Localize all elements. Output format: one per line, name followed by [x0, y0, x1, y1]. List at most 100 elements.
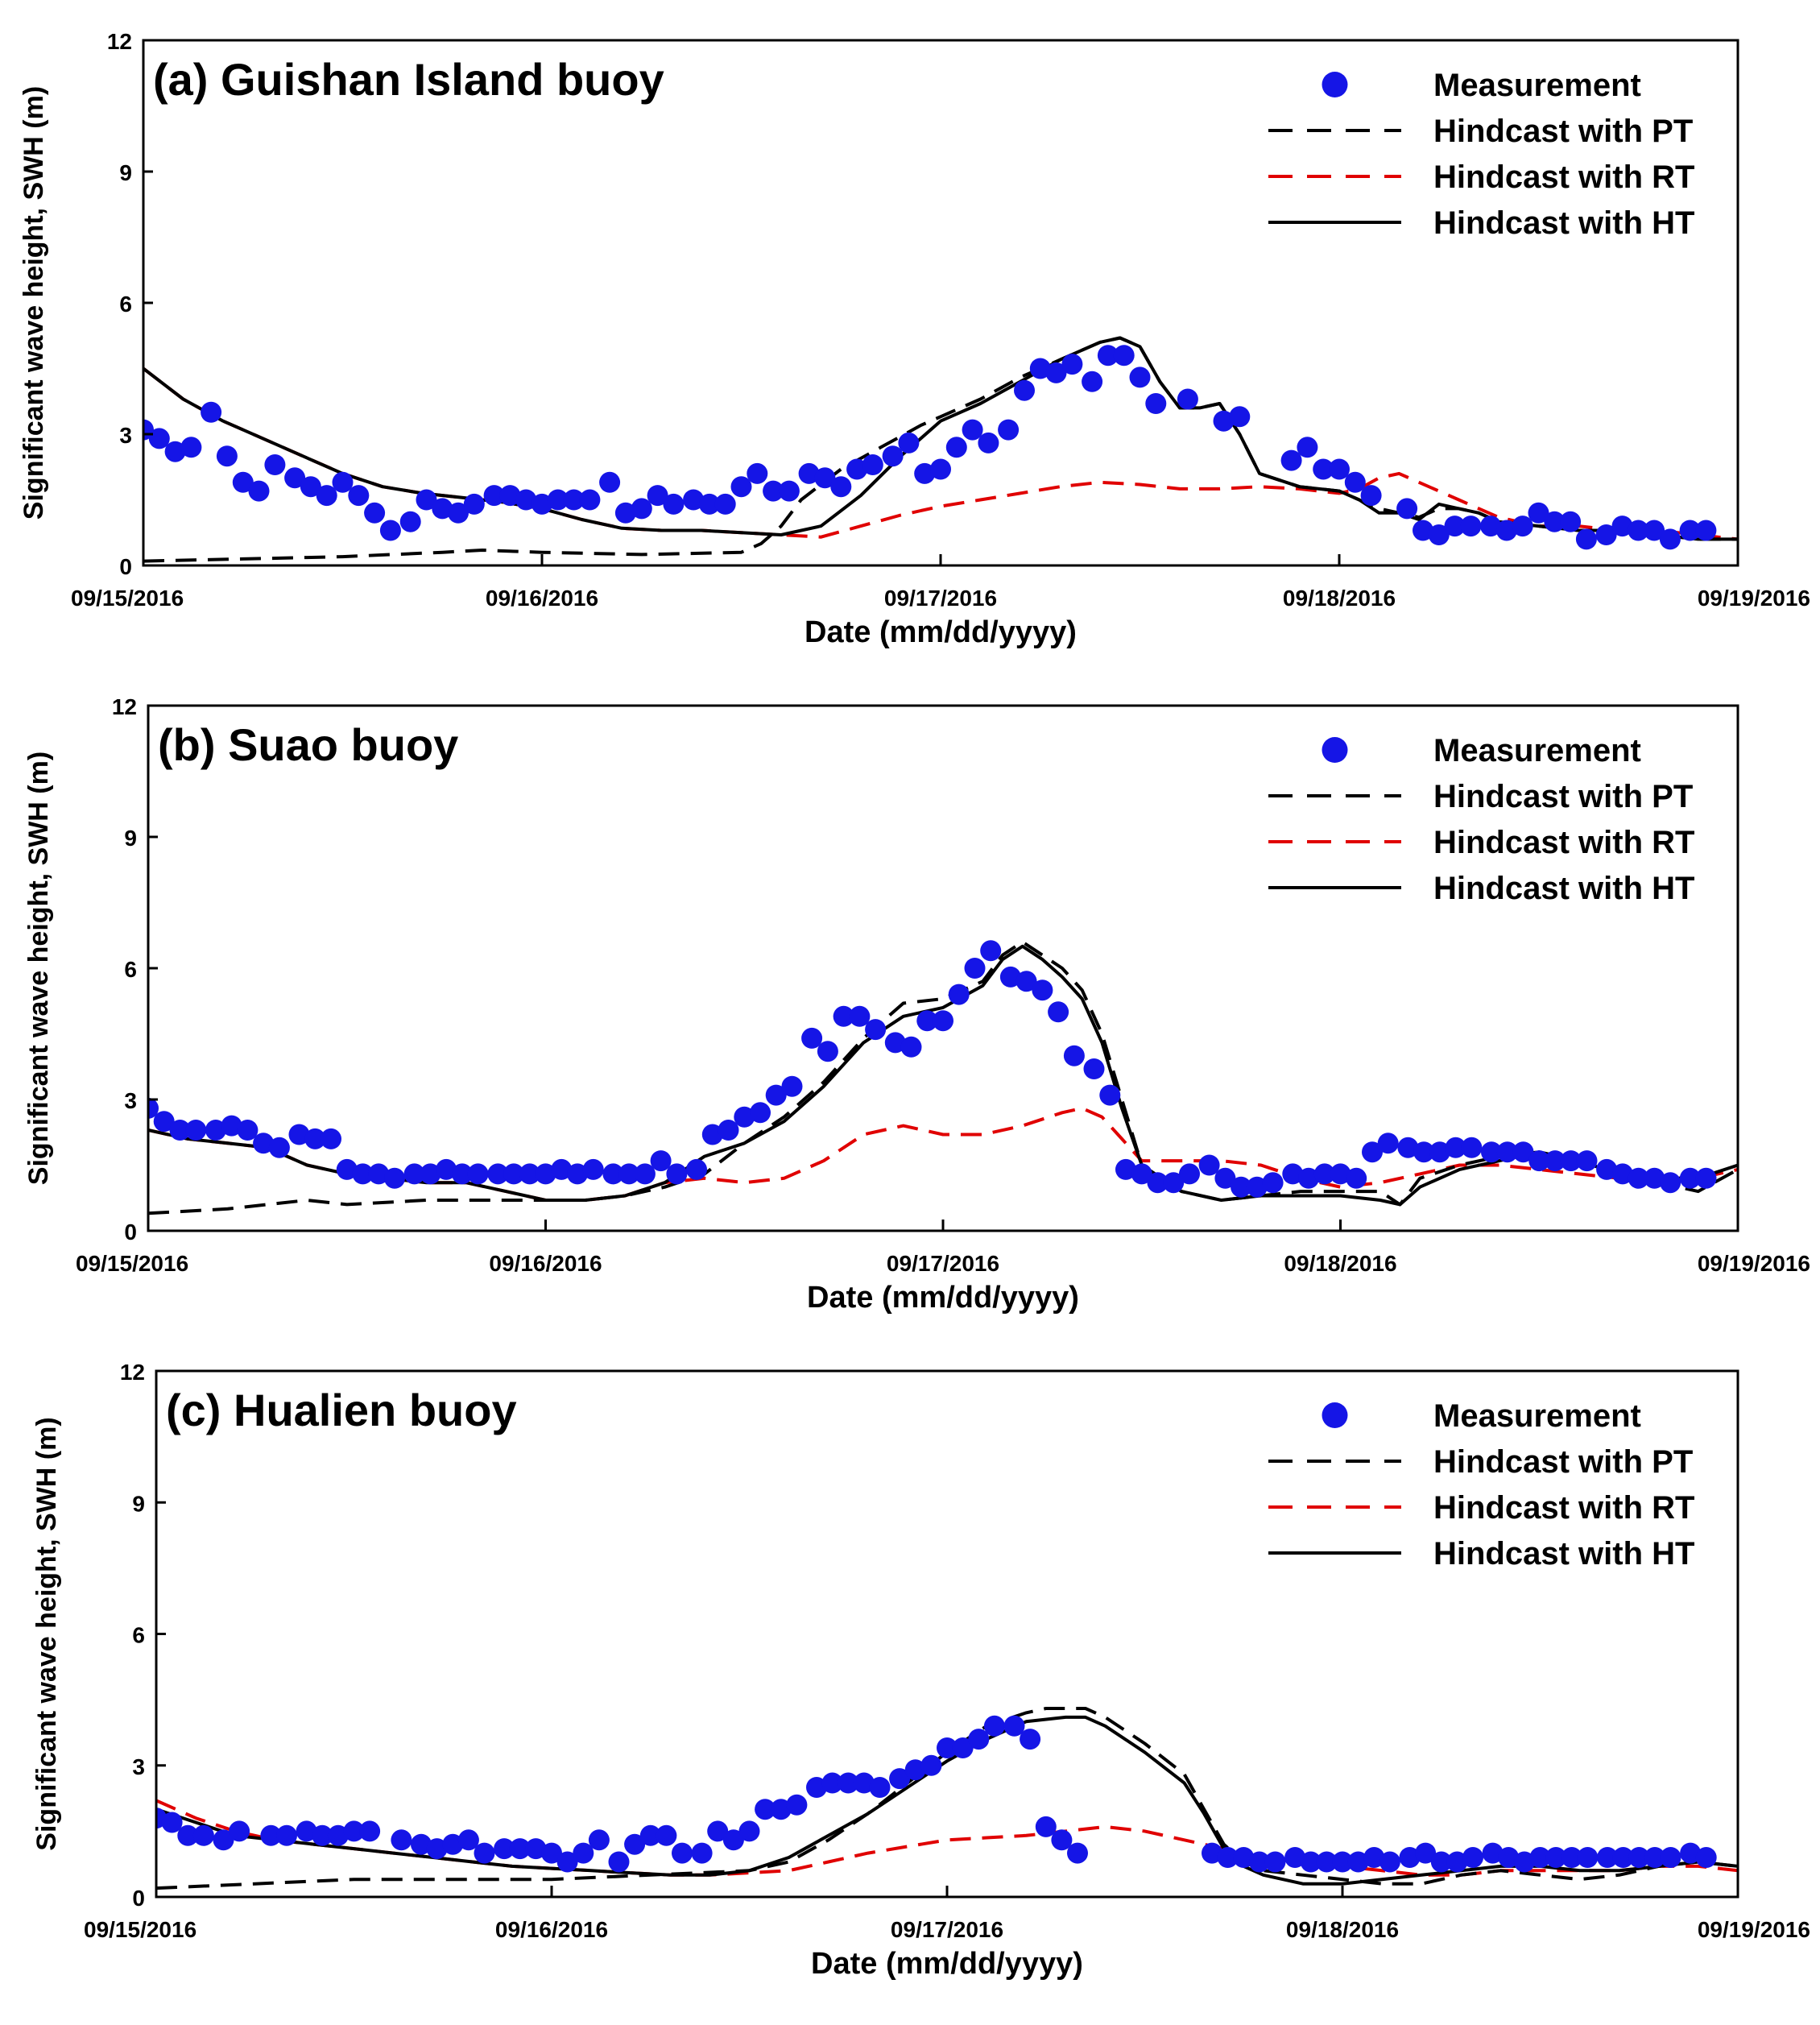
data-point — [599, 471, 621, 493]
data-point — [161, 1812, 183, 1833]
data-point — [734, 1106, 755, 1128]
data-point — [1115, 1158, 1136, 1180]
x-tick-label: 09/16/2016 — [495, 1917, 608, 1942]
data-point — [463, 493, 485, 515]
data-point — [672, 1842, 693, 1864]
panel-title: (c) Hualien buoy — [166, 1385, 517, 1435]
data-point — [221, 1115, 242, 1137]
data-point — [1067, 1842, 1088, 1864]
data-point — [920, 1754, 942, 1776]
data-point — [983, 1715, 1005, 1737]
data-point — [1445, 1137, 1466, 1158]
y-tick-label: 0 — [124, 1220, 137, 1244]
y-tick-label: 3 — [132, 1754, 145, 1779]
data-point — [683, 489, 705, 511]
x-tick-label: 09/18/2016 — [1283, 586, 1396, 611]
data-point — [1415, 1842, 1437, 1864]
data-point — [1660, 1172, 1681, 1194]
data-point — [650, 1150, 672, 1172]
y-axis-label: Significant wave height, SWH (m) — [19, 86, 49, 520]
x-tick-label: 09/15/2016 — [76, 1251, 188, 1276]
data-point — [718, 1120, 739, 1141]
data-point — [964, 958, 986, 979]
data-point — [487, 1163, 509, 1185]
data-point — [359, 1820, 381, 1842]
data-point — [1020, 1729, 1041, 1750]
data-point — [978, 432, 999, 453]
data-point — [494, 1838, 515, 1860]
data-point — [817, 1041, 838, 1062]
data-point — [148, 428, 170, 449]
x-tick-label: 09/19/2016 — [1698, 586, 1810, 611]
data-point — [284, 467, 306, 489]
data-point — [1363, 1847, 1385, 1868]
y-axis-label: Significant wave height, SWH (m) — [31, 1417, 62, 1850]
data-point — [1313, 458, 1334, 480]
y-tick-label: 12 — [107, 29, 132, 54]
data-point — [148, 1097, 159, 1119]
data-point — [639, 1824, 661, 1846]
data-point — [1413, 520, 1433, 541]
data-point — [1430, 1851, 1452, 1873]
data-point — [1545, 1847, 1567, 1868]
data-point — [1496, 1141, 1518, 1163]
data-point — [153, 1111, 175, 1133]
series-line-hindcast-with-ht — [143, 336, 1738, 541]
data-point — [862, 454, 883, 475]
data-point — [582, 1158, 604, 1180]
data-point — [1644, 1167, 1665, 1189]
data-point — [1145, 393, 1167, 414]
legend-label: Hindcast with HT — [1433, 1536, 1694, 1572]
data-point — [1628, 1167, 1649, 1189]
data-point — [1480, 516, 1502, 537]
data-point — [1262, 1172, 1284, 1194]
data-point — [1575, 528, 1597, 550]
y-tick-label: 9 — [132, 1491, 145, 1516]
legend-label: Measurement — [1433, 733, 1641, 768]
data-point — [1131, 1163, 1152, 1185]
series-line-hindcast-with-ht — [148, 944, 1738, 1207]
data-point — [1015, 971, 1037, 992]
x-tick-label: 09/15/2016 — [71, 586, 184, 611]
data-point — [1014, 379, 1035, 401]
data-point — [442, 1833, 464, 1855]
data-point — [391, 1829, 412, 1851]
data-point — [747, 462, 768, 484]
data-point — [532, 493, 552, 515]
data-point — [1032, 979, 1053, 1001]
data-point — [1528, 1150, 1550, 1172]
data-point — [1163, 1172, 1185, 1194]
data-point — [588, 1829, 610, 1851]
data-point — [180, 437, 202, 458]
data-point — [1512, 516, 1533, 537]
data-point — [1429, 1141, 1450, 1163]
data-point — [1063, 1045, 1085, 1066]
data-point — [770, 1799, 792, 1820]
data-point — [1560, 1150, 1582, 1172]
data-point — [1003, 1715, 1025, 1737]
data-point — [624, 1833, 646, 1855]
data-point — [1229, 406, 1251, 428]
data-point — [1284, 1847, 1306, 1868]
panel-title: (b) Suao buoy — [158, 719, 458, 770]
data-point — [930, 458, 951, 480]
data-point — [1577, 1847, 1599, 1868]
data-point — [416, 489, 437, 511]
data-point — [1679, 1167, 1701, 1189]
data-point — [535, 1163, 556, 1185]
data-point — [1300, 1851, 1322, 1873]
plot-area — [143, 336, 1738, 563]
data-point — [1035, 1816, 1057, 1837]
data-point — [164, 441, 186, 462]
data-point — [1545, 1150, 1566, 1172]
y-tick-label: 3 — [119, 423, 132, 448]
data-point — [1596, 1158, 1618, 1180]
data-point — [509, 1838, 531, 1860]
data-point — [1611, 516, 1633, 537]
data-point — [185, 1120, 207, 1141]
x-tick-label: 09/17/2016 — [887, 1251, 999, 1276]
x-axis-label: Date (mm/dd/yyyy) — [811, 1947, 1083, 1981]
data-point — [1528, 502, 1549, 524]
data-point — [426, 1838, 448, 1860]
